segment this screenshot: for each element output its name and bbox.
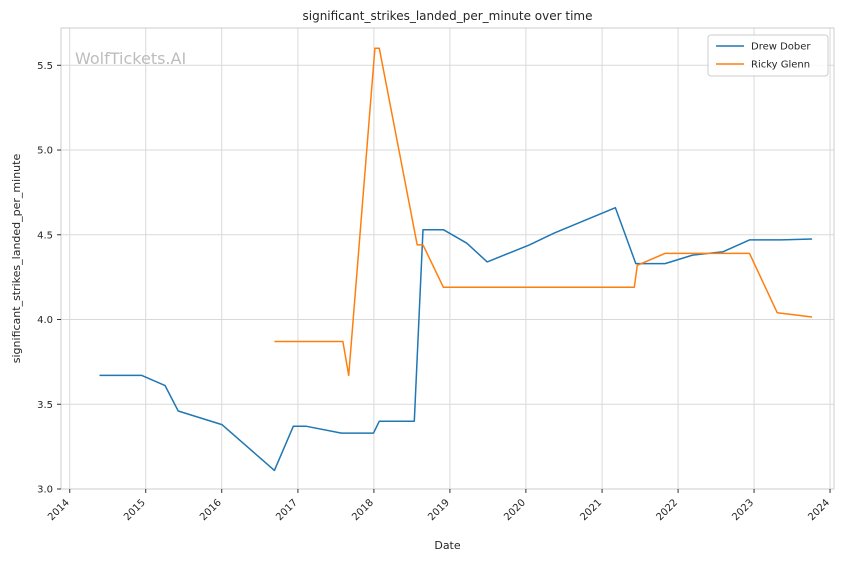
y-axis-label: significant_strikes_landed_per_minute	[10, 154, 23, 364]
y-tick-label: 3.0	[37, 485, 53, 496]
x-tick-label: 2018	[350, 497, 376, 523]
legend: Drew Dober Ricky Glenn	[707, 34, 829, 77]
watermark: WolfTickets.AI	[75, 49, 186, 68]
x-axis-ticks: 2014 2015 2016 2017 2018 2019 2020 2021 2022 2023…	[46, 489, 832, 523]
plot-frame	[60, 27, 835, 490]
y-tick-label: 4.5	[37, 230, 53, 241]
gridlines	[61, 28, 834, 490]
series-lines	[99, 47, 813, 472]
series-line-ricky-glenn	[274, 47, 813, 377]
x-tick-label: 2022	[654, 497, 680, 523]
y-tick-label: 4.0	[37, 315, 53, 326]
y-tick-label: 3.5	[37, 400, 53, 411]
x-tick-label: 2016	[198, 497, 224, 523]
series-line-drew-dober	[99, 206, 813, 472]
x-tick-label: 2020	[502, 497, 528, 523]
x-tick-label: 2017	[274, 497, 300, 523]
y-tick-label: 5.5	[37, 61, 53, 72]
y-tick-label: 5.0	[37, 146, 53, 157]
chart-title: significant_strikes_landed_per_minute ov…	[302, 9, 592, 23]
x-axis-label: Date	[434, 539, 461, 552]
legend-label: Ricky Glenn	[751, 60, 810, 71]
x-tick-label: 2023	[730, 497, 756, 523]
x-tick-label: 2024	[806, 497, 832, 523]
x-tick-label: 2015	[122, 497, 148, 523]
x-tick-label: 2019	[426, 497, 452, 523]
legend-label: Drew Dober	[751, 42, 811, 53]
y-axis-ticks: 3.0 3.5 4.0 4.5 5.0 5.5	[37, 61, 61, 496]
x-tick-label: 2021	[578, 497, 604, 523]
x-tick-label: 2014	[46, 497, 72, 523]
